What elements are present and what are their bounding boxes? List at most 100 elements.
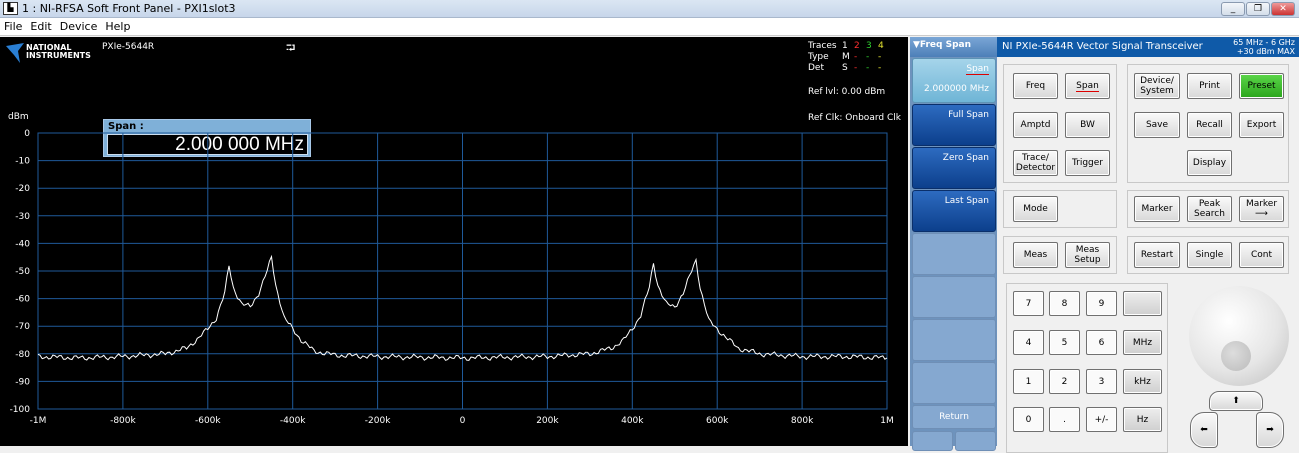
freq-button[interactable]: Freq xyxy=(1013,73,1058,99)
device-name: PXIe-5644R xyxy=(102,42,155,52)
right-arrow-button[interactable]: ➡ xyxy=(1256,412,1284,448)
x-tick-label: 1M xyxy=(880,416,894,426)
key-8[interactable]: 8 xyxy=(1049,291,1080,316)
key-2[interactable]: 2 xyxy=(1049,369,1080,394)
single-button[interactable]: Single xyxy=(1187,242,1232,268)
menu-device[interactable]: Device xyxy=(59,20,98,33)
restore-button[interactable]: ❐ xyxy=(1246,2,1270,16)
key-1[interactable]: 1 xyxy=(1013,369,1044,394)
cont-button[interactable]: Cont xyxy=(1239,242,1284,268)
y-tick-label: -60 xyxy=(15,295,30,305)
x-tick-label: 600k xyxy=(706,416,729,426)
softkey-empty-4[interactable] xyxy=(912,362,996,404)
amptd-button[interactable]: Amptd xyxy=(1013,112,1058,138)
key-blank[interactable] xyxy=(1123,291,1162,316)
softkey-empty-1[interactable] xyxy=(912,233,996,275)
peak-search-button[interactable]: Peak Search xyxy=(1187,196,1232,222)
softkey-empty-3[interactable] xyxy=(912,319,996,361)
window-title: 1 : NI-RFSA Soft Front Panel - PXI1slot3 xyxy=(22,2,236,15)
y-tick-label: -10 xyxy=(15,157,30,167)
meas-button[interactable]: Meas xyxy=(1013,242,1058,268)
key-mhz[interactable]: MHz xyxy=(1123,330,1162,355)
softkey-prev[interactable] xyxy=(912,431,953,451)
y-axis-label: dBm xyxy=(8,112,29,122)
minimize-button[interactable]: _ xyxy=(1221,2,1245,16)
ni-logo: NATIONAL INSTRUMENTS xyxy=(6,43,96,65)
arrow-right-icon: ➡ xyxy=(1266,425,1274,435)
x-tick-label: -200k xyxy=(365,416,391,426)
spectrum-chart: -1M -800k -600k -400k -200k 0 200k 400k 600k 800k… xyxy=(10,129,894,426)
y-tick-label: -30 xyxy=(15,212,30,222)
menu-help[interactable]: Help xyxy=(105,20,131,33)
restart-button[interactable]: Restart xyxy=(1134,242,1180,268)
arrow-up-icon: ⬆ xyxy=(1232,396,1240,406)
x-tick-label: 200k xyxy=(536,416,559,426)
arrow-left-icon: ⬅ xyxy=(1200,425,1208,435)
softkey-empty-2[interactable] xyxy=(912,276,996,318)
softkey-span[interactable]: Span 2.000000 MHz xyxy=(912,58,996,103)
y-tick-label: -20 xyxy=(15,184,30,194)
close-button[interactable]: ✕ xyxy=(1271,2,1295,16)
key-dot[interactable]: . xyxy=(1049,407,1080,432)
key-3[interactable]: 3 xyxy=(1086,369,1117,394)
title-bar: ▙ 1 : NI-RFSA Soft Front Panel - PXI1slo… xyxy=(0,0,1299,18)
save-button[interactable]: Save xyxy=(1134,112,1180,138)
trace-detector-button[interactable]: Trace/Detector xyxy=(1013,150,1058,176)
x-tick-label: -800k xyxy=(110,416,136,426)
bw-button[interactable]: BW xyxy=(1065,112,1110,138)
y-tick-label: -50 xyxy=(15,267,30,277)
x-tick-label: 800k xyxy=(791,416,814,426)
key-khz[interactable]: kHz xyxy=(1123,369,1162,394)
key-5[interactable]: 5 xyxy=(1049,330,1080,355)
ref-level: Ref lvl: 0.00 dBm xyxy=(808,87,886,97)
key-7[interactable]: 7 xyxy=(1013,291,1044,316)
x-tick-label: 0 xyxy=(460,416,466,426)
y-tick-label: -100 xyxy=(10,405,31,415)
softkey-return[interactable]: Return xyxy=(912,405,996,429)
menu-edit[interactable]: Edit xyxy=(30,20,52,33)
spectrum-display: NATIONAL INSTRUMENTS PXIe-5644R ⮒ Span :… xyxy=(0,37,908,446)
key-4[interactable]: 4 xyxy=(1013,330,1044,355)
menu-bar: File Edit Device Help xyxy=(0,18,1299,36)
trace-table: Traces 1 2 3 4 Type M - - - Det S - - - xyxy=(808,41,884,73)
menu-file[interactable]: File xyxy=(4,20,23,33)
key-0[interactable]: 0 xyxy=(1013,407,1044,432)
trace-1-line xyxy=(37,254,888,361)
left-arrow-button[interactable]: ⬅ xyxy=(1190,412,1218,448)
arrow-right-icon: ⟶ xyxy=(1255,209,1268,219)
preset-button[interactable]: Preset xyxy=(1239,73,1284,99)
sweep-mode-icon[interactable]: ⮒ xyxy=(286,41,296,55)
mode-button[interactable]: Mode xyxy=(1013,196,1058,222)
device-system-button[interactable]: Device/System xyxy=(1134,73,1180,99)
rotary-knob[interactable] xyxy=(1189,286,1289,386)
app-icon: ▙ xyxy=(3,2,18,15)
key-plus-[interactable]: +/- xyxy=(1086,407,1117,432)
softkey-last-span[interactable]: Last Span xyxy=(912,190,996,232)
trigger-button[interactable]: Trigger xyxy=(1065,150,1110,176)
instrument-title: NI PXIe-5644R Vector Signal Transceiver xyxy=(1002,41,1203,52)
y-tick-label: -70 xyxy=(15,322,30,332)
x-tick-label: -1M xyxy=(30,416,47,426)
x-tick-label: 400k xyxy=(621,416,644,426)
print-button[interactable]: Print xyxy=(1187,73,1232,99)
softkey-menu: ▼Freq Span Span 2.000000 MHz Full Span Ze… xyxy=(910,37,997,451)
marker-to-button[interactable]: Marker ⟶ xyxy=(1239,196,1284,222)
softkey-next[interactable] xyxy=(955,431,996,451)
y-tick-label: -90 xyxy=(15,377,30,387)
y-tick-label: 0 xyxy=(24,129,30,139)
display-button[interactable]: Display xyxy=(1187,150,1232,176)
key-6[interactable]: 6 xyxy=(1086,330,1117,355)
span-button[interactable]: Span xyxy=(1065,73,1110,99)
range-2: +30 dBm MAX xyxy=(1236,47,1295,56)
key-9[interactable]: 9 xyxy=(1086,291,1117,316)
ref-clock: Ref Clk: Onboard Clk xyxy=(808,113,901,123)
softkey-full-span[interactable]: Full Span xyxy=(912,104,996,146)
export-button[interactable]: Export xyxy=(1239,112,1284,138)
softkey-zero-span[interactable]: Zero Span xyxy=(912,147,996,189)
meas-setup-button[interactable]: Meas Setup xyxy=(1065,242,1110,268)
span-label: Span : xyxy=(108,121,144,132)
key-hz[interactable]: Hz xyxy=(1123,407,1162,432)
up-arrow-button[interactable]: ⬆ xyxy=(1209,391,1263,411)
recall-button[interactable]: Recall xyxy=(1187,112,1232,138)
marker-button[interactable]: Marker xyxy=(1134,196,1180,222)
